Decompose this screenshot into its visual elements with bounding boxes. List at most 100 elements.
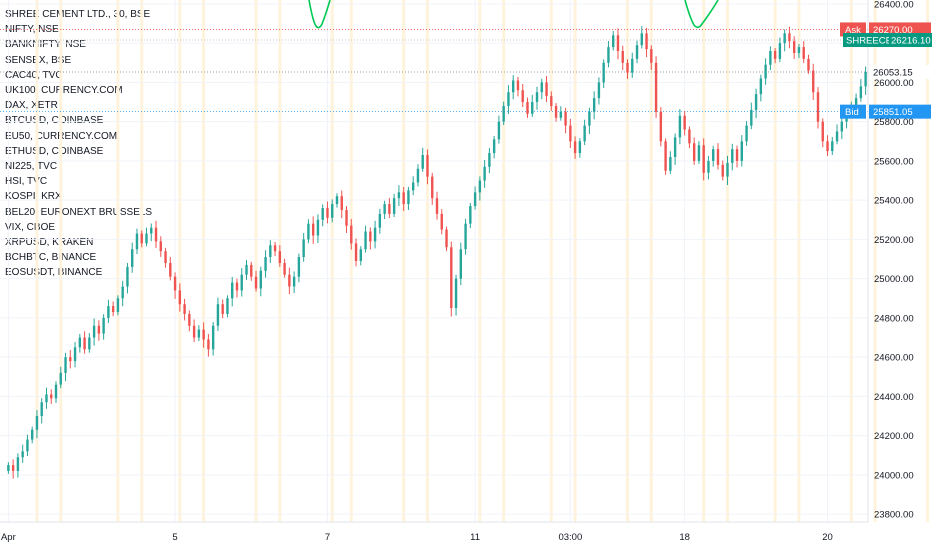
candle-body — [150, 227, 153, 234]
watchlist-item[interactable]: BEL20, EURONEXT BRUSSELS — [5, 206, 153, 218]
candle-body — [645, 33, 648, 50]
candle-body — [264, 257, 267, 271]
candle-body — [807, 58, 810, 71]
ask-value: 26270.00 — [873, 25, 913, 36]
candle-body — [307, 223, 310, 240]
candle-body — [678, 115, 682, 138]
watchlist-item[interactable]: XRPUSD, KRAKEN — [5, 237, 94, 249]
candle-body — [197, 329, 201, 338]
candle-body — [483, 166, 486, 181]
candle-body — [545, 82, 548, 97]
candle-body — [69, 357, 72, 362]
candle-body — [654, 62, 658, 112]
candle-body — [140, 233, 143, 244]
candle-body — [640, 33, 643, 46]
candle-body — [164, 251, 167, 263]
session-stripe — [702, 0, 706, 522]
watchlist-item[interactable]: BCHBTC, BINANCE — [5, 252, 97, 264]
candle-body — [202, 329, 205, 340]
watchlist-item[interactable]: NI225, TVC — [5, 161, 58, 173]
watchlist-item[interactable]: HSI, TVC — [5, 176, 48, 188]
candle-body — [440, 213, 443, 230]
y-tick-label: 23800.00 — [874, 510, 914, 521]
candle-body — [464, 223, 467, 250]
candle-body — [326, 208, 329, 218]
session-stripe — [773, 0, 777, 522]
candle-body — [531, 102, 534, 114]
session-stripe — [502, 0, 506, 522]
candle-body — [511, 80, 515, 93]
session-stripe — [425, 0, 429, 522]
chart-title: SHREE CEMENT LTD., 30, BSE — [5, 9, 151, 20]
watchlist-item[interactable]: VIX, CBOE — [5, 221, 56, 233]
y-tick-label: 24000.00 — [874, 470, 914, 481]
candle-body — [783, 33, 786, 44]
watchlist-item[interactable]: CAC40, TVC — [5, 69, 63, 81]
candle-body — [835, 131, 839, 142]
candle-body — [154, 227, 158, 242]
x-tick-label: 20 — [822, 532, 833, 543]
candle-body — [607, 47, 610, 63]
watchlist-item[interactable]: EOSUSDT, BINANCE — [5, 267, 103, 279]
candle-body — [16, 457, 20, 471]
candle-body — [664, 141, 667, 171]
candle-body — [30, 429, 34, 440]
watchlist-item[interactable]: BTCUSD, COINBASE — [5, 115, 104, 127]
candle-body — [216, 304, 220, 326]
watchlist-item[interactable]: UK100, CURRENCY.COM — [5, 85, 123, 97]
candle-body — [173, 276, 177, 291]
candle-body — [207, 339, 210, 350]
candle-body — [516, 80, 520, 91]
y-tick-label: 24800.00 — [874, 313, 914, 324]
candle-body — [592, 98, 596, 112]
session-stripe — [649, 0, 653, 522]
candle-body — [788, 33, 791, 42]
candle-body — [235, 282, 239, 291]
session-stripe — [873, 0, 877, 522]
candle-body — [769, 51, 772, 65]
session-stripe — [330, 0, 334, 522]
candle-body — [359, 249, 363, 261]
session-stripe — [35, 0, 39, 522]
candle-body — [178, 290, 182, 305]
watchlist-item[interactable]: DAX, XETR — [5, 100, 58, 112]
bid-badge — [869, 104, 931, 119]
session-stripe — [140, 0, 144, 522]
candle-body — [111, 306, 115, 313]
candle-body — [854, 98, 858, 108]
watchlist-item[interactable]: BANKNIFTY, NSE — [5, 39, 86, 51]
candle-body — [616, 35, 620, 52]
candle-body — [688, 129, 691, 144]
y-tick-label: 26000.00 — [874, 78, 914, 89]
session-stripe — [478, 0, 482, 522]
candle-body — [126, 266, 129, 287]
candle-body — [211, 325, 215, 350]
candle-body — [816, 92, 820, 122]
candle-body — [764, 64, 767, 79]
candle-body — [73, 347, 77, 362]
candle-body — [550, 96, 553, 106]
symbol-tag-box — [843, 33, 889, 48]
candle-body — [707, 160, 710, 173]
watchlist-item[interactable]: NIFTY, NSE — [5, 24, 59, 36]
indicator-arc — [308, 0, 331, 29]
x-tick-label: 11 — [470, 532, 480, 543]
candle-body — [735, 149, 739, 161]
candle-body — [297, 257, 301, 277]
ask-label: Ask — [845, 25, 861, 36]
candle-body — [311, 223, 315, 236]
candle-body — [397, 192, 401, 199]
watchlist-item[interactable]: KOSPI, KRX — [5, 191, 62, 203]
session-stripe — [349, 0, 353, 522]
candle-body — [131, 249, 134, 267]
candle-body — [169, 262, 172, 277]
candle-body — [316, 219, 320, 236]
candle-body — [283, 262, 286, 275]
candle-body — [292, 276, 296, 287]
y-tick-label: 25200.00 — [874, 235, 914, 246]
candle-body — [54, 384, 58, 399]
watchlist-item[interactable]: ETHUSD, COINBASE — [5, 145, 104, 157]
candle-body — [602, 62, 605, 83]
candle-body — [50, 394, 53, 399]
